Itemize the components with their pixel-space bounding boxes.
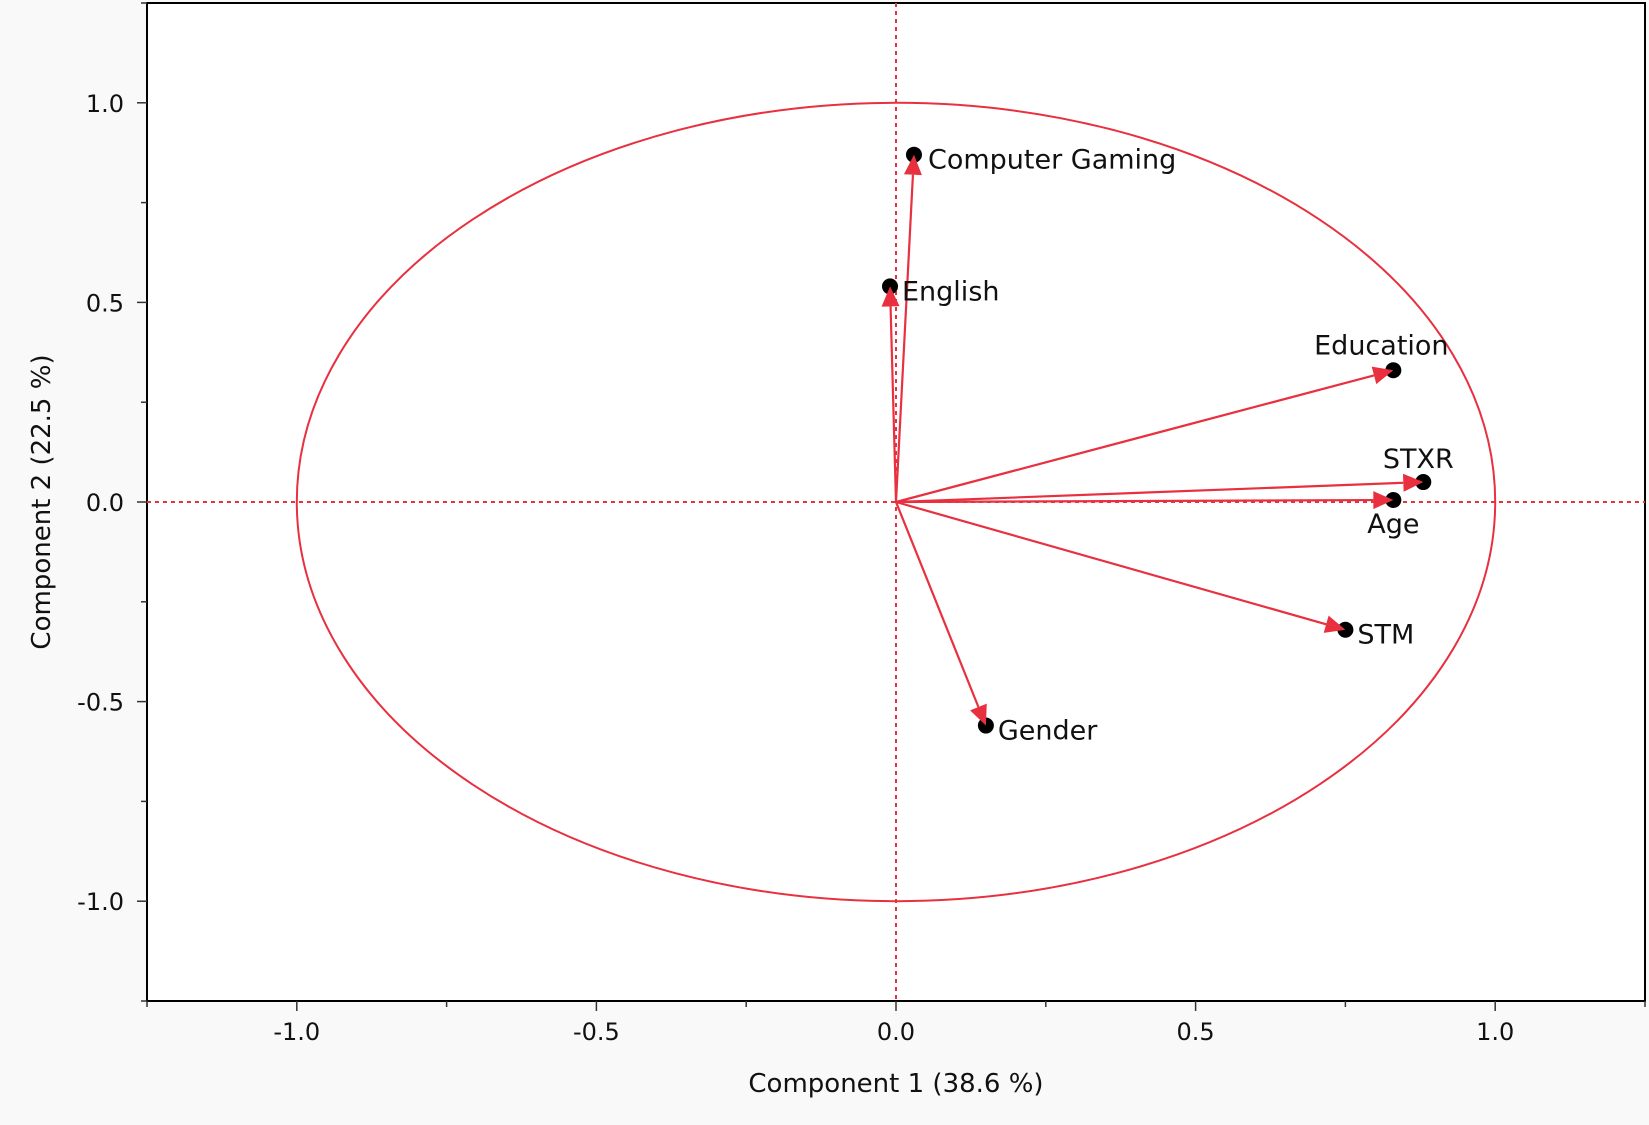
vector-stxr (895, 473, 1432, 504)
vector-computer-gaming (894, 146, 922, 503)
x-axis: -1.0 -0.5 0.0 0.5 1.0 (146, 1001, 1646, 1046)
point-labels: Computer Gaming English Education STXR Age ST… (902, 145, 1454, 747)
vector-gender (894, 501, 994, 734)
arrowhead-gender (970, 703, 987, 726)
vector-line-education (895, 374, 1375, 504)
y-axis: 1.0 0.5 0.0 -0.5 -1.0 (77, 2, 147, 1002)
point-label-gender: Gender (998, 716, 1098, 747)
arrowhead-stm (1323, 615, 1346, 633)
point-label-age: Age (1367, 509, 1419, 540)
point-label-stxr: STXR (1383, 444, 1454, 475)
plot-layer (147, 3, 1645, 1001)
vector-line-gender (894, 501, 980, 708)
vector-stm (895, 500, 1354, 638)
vector-line-english (889, 306, 898, 503)
x-tick-label: 1.0 (1476, 1018, 1514, 1046)
y-axis-title: Component 2 (22.5 %) (27, 354, 57, 649)
vector-line-stm (895, 500, 1327, 626)
unit-circle (295, 101, 1497, 903)
point-label-computer-gaming: Computer Gaming (928, 145, 1176, 176)
x-tick-label: 0.5 (1177, 1018, 1215, 1046)
y-tick-label: 0.5 (86, 289, 124, 317)
vector-education (895, 362, 1402, 504)
vector-line-computer-gaming (894, 174, 915, 503)
arrowhead-computer-gaming (903, 154, 922, 176)
y-tick-label: 1.0 (86, 90, 124, 118)
y-tick-label: 0.0 (86, 489, 124, 517)
arrowhead-age (1373, 491, 1394, 510)
x-tick-label: -1.0 (273, 1018, 320, 1046)
vector-line-age (895, 498, 1374, 504)
x-tick-label: -0.5 (573, 1018, 620, 1046)
y-tick-label: -0.5 (77, 689, 124, 717)
x-axis-title: Component 1 (38.6 %) (748, 1069, 1043, 1099)
point-label-education: Education (1314, 330, 1448, 361)
x-tick-label: 0.0 (877, 1018, 915, 1046)
point-label-english: English (902, 276, 1000, 307)
point-label-stm: STM (1357, 620, 1414, 651)
y-tick-label: -1.0 (77, 888, 124, 916)
vector-english (881, 278, 900, 503)
arrowhead-english (881, 286, 900, 307)
vector-line-stxr (895, 481, 1404, 504)
arrowhead-education (1371, 366, 1394, 385)
arrowhead-stxr (1402, 473, 1424, 492)
vector-age (895, 491, 1402, 510)
